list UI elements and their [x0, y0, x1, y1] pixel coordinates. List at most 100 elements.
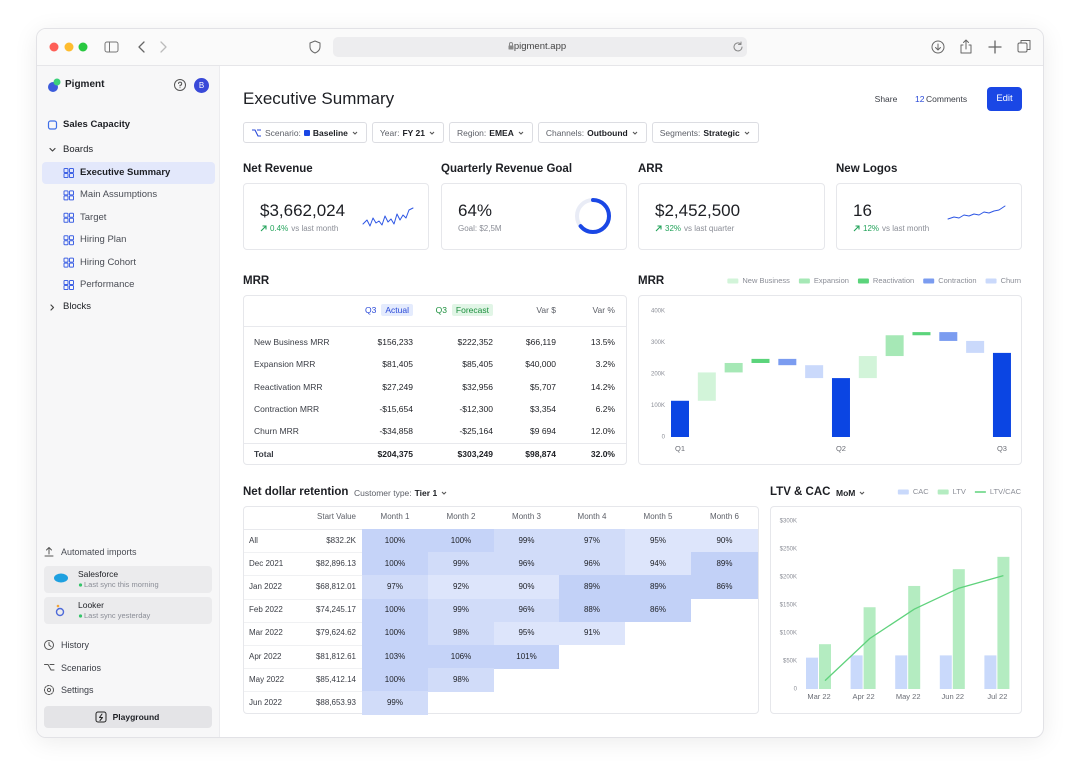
chevron-icon	[429, 131, 435, 135]
filter-dropdown[interactable]: Segments: Strategic	[651, 122, 759, 143]
column-header: Var $	[536, 305, 556, 315]
row-label: Contraction MRR	[254, 404, 320, 414]
board-link[interactable]: Main Assumptions	[80, 189, 158, 201]
column-badge: Actual	[381, 304, 413, 316]
filter-dropdown[interactable]: Scenario: Baseline	[243, 122, 367, 143]
heat-value: 100%	[450, 535, 472, 545]
heat-value: 86%	[649, 605, 666, 615]
chevron-icon	[352, 131, 358, 135]
period-dropdown[interactable]: MoM	[836, 486, 866, 500]
table-cell: $74,245.17	[315, 605, 356, 615]
section-label[interactable]: Boards	[63, 144, 94, 155]
column-header: Month 3	[512, 512, 541, 521]
heat-cell	[362, 668, 428, 692]
table-cell: $832.2K	[326, 535, 356, 545]
row-label: Jun 2022	[249, 698, 282, 707]
section-label: Automated imports	[61, 547, 137, 557]
filter-label: Channels:	[545, 127, 585, 138]
filter-value: FY 21	[402, 127, 425, 138]
heat-value: 99%	[518, 535, 535, 545]
heat-value: 100%	[384, 535, 406, 545]
filter-dropdown[interactable]: Channels: Outbound	[537, 122, 647, 143]
comments-label[interactable]: Comments	[926, 94, 968, 104]
heat-value: 92%	[452, 582, 469, 591]
kpi-note: vs last month	[882, 223, 930, 233]
nav-link[interactable]: Scenarios	[61, 662, 102, 673]
heat-cell	[428, 668, 494, 692]
section-label[interactable]: Blocks	[63, 301, 91, 312]
heat-cell	[625, 529, 691, 553]
board-link[interactable]: Executive Summary	[80, 167, 171, 178]
chevron-icon	[518, 131, 524, 135]
trend-icon	[655, 224, 662, 231]
heat-value: 101%	[516, 651, 537, 661]
column-header: Q3 Actual	[273, 303, 413, 317]
heat-cell	[428, 621, 494, 646]
table-cell: -$34,858	[379, 426, 413, 436]
nav-link[interactable]: Settings	[61, 685, 94, 695]
row-label: Reactivation MRR	[254, 382, 323, 392]
edit-label[interactable]: Edit	[996, 93, 1013, 104]
heat-cell	[362, 691, 428, 716]
avatar[interactable]: B	[194, 78, 209, 93]
edit-button[interactable]	[987, 87, 1022, 111]
import-card[interactable]	[44, 597, 212, 624]
filter-dropdown[interactable]: Region: EMEA	[448, 122, 533, 143]
comments-count[interactable]: 12	[915, 94, 925, 104]
filter-dropdown[interactable]: Year: FY 21	[371, 122, 444, 143]
app-name: Sales Capacity	[63, 119, 131, 130]
filter-label: Segments:	[659, 127, 701, 138]
chevron-icon	[632, 131, 638, 135]
kpi-title: ARR	[638, 163, 663, 175]
row-label: Mar 2022	[249, 628, 283, 638]
column-header: Month 5	[643, 512, 673, 521]
filter-value: Strategic	[703, 127, 740, 138]
heat-cell	[428, 598, 494, 623]
kpi-subline: 0.4% vs last month	[260, 221, 338, 235]
customer-type-dropdown[interactable]: Customer type: Tier 1	[354, 486, 448, 500]
import-status: Last sync yesterday	[84, 611, 151, 620]
heat-cell	[494, 621, 559, 646]
table-cell: 14.2%	[590, 382, 615, 392]
table-cell: $85,405	[462, 359, 493, 369]
heat-cell	[362, 621, 428, 646]
nav-link[interactable]: History	[61, 640, 90, 650]
board-link[interactable]: Target	[80, 211, 107, 223]
heat-value: 98%	[452, 674, 469, 684]
table-cell: 3.2%	[595, 359, 615, 369]
heat-value: 100%	[384, 605, 406, 615]
share-button[interactable]: Share	[874, 94, 898, 104]
column-header: Month 2	[446, 512, 476, 521]
heat-cell	[625, 598, 691, 623]
table-cell: $222,352	[457, 337, 493, 347]
section-title: Net dollar retention	[243, 486, 349, 498]
playground-label[interactable]: Playground	[112, 712, 160, 722]
trend-icon	[655, 224, 662, 231]
heat-cell	[428, 645, 494, 669]
chevron-icon	[441, 491, 447, 495]
heat-value: 99%	[386, 698, 403, 707]
row-label: Feb 2022	[249, 605, 283, 615]
trend-icon	[853, 224, 860, 231]
row-divider	[244, 598, 362, 600]
row-label: New Business MRR	[254, 337, 330, 347]
board-link[interactable]: Hiring Plan	[80, 234, 127, 246]
heat-value: 90%	[518, 582, 535, 591]
row-label: Total	[254, 449, 274, 459]
heat-value: 100%	[384, 674, 406, 684]
import-card[interactable]	[44, 566, 212, 593]
table-cell: $88,653.93	[315, 698, 356, 707]
mrr-chart-card	[638, 295, 1022, 465]
heat-cell	[559, 575, 625, 600]
playground-button[interactable]	[44, 706, 212, 728]
column-header: Month 1	[380, 512, 410, 521]
board-link[interactable]: Performance	[80, 279, 135, 290]
period-label: Q3	[435, 305, 447, 315]
row-label: May 2022	[249, 674, 285, 684]
board-link[interactable]: Hiring Cohort	[80, 256, 136, 268]
scenario-icon	[252, 128, 261, 137]
heat-cell	[494, 598, 559, 623]
row-divider	[244, 621, 362, 623]
column-header: Month 4	[577, 512, 607, 521]
